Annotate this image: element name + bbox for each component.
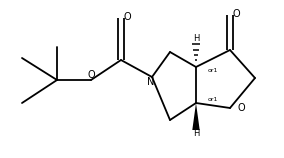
Text: H: H [193,33,200,43]
Text: or1: or1 [207,97,218,102]
Polygon shape [192,103,200,130]
Text: H: H [193,129,199,138]
Text: O: O [237,103,245,113]
Text: O: O [87,70,95,80]
Text: O: O [233,9,241,19]
Text: or1: or1 [207,68,218,73]
Text: O: O [124,12,131,22]
Text: N: N [147,77,154,87]
